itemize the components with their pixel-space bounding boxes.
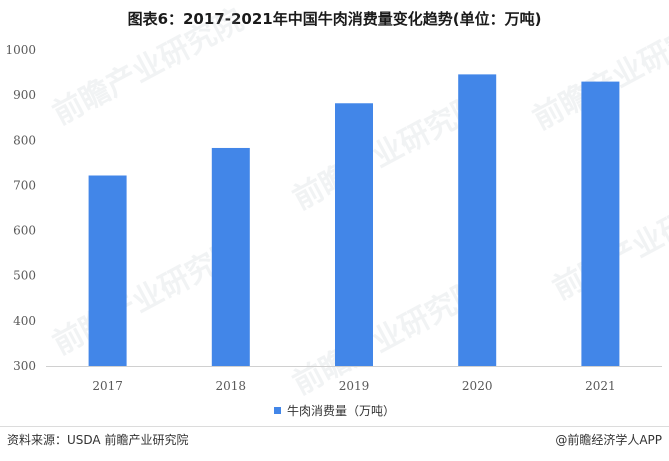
bar-series <box>88 74 620 367</box>
bar-2017 <box>88 175 127 366</box>
x-axis-ticks: 2017 2018 2019 2020 2021 <box>92 379 615 393</box>
watermark-text: 前瞻产业研究院 <box>47 3 249 132</box>
y-tick-label: 1000 <box>5 43 36 57</box>
bar-2020 <box>458 74 497 367</box>
bar-2019 <box>335 103 373 367</box>
y-tick-label: 600 <box>13 224 36 238</box>
x-tick-label: 2020 <box>462 379 493 393</box>
y-tick-label: 900 <box>13 88 36 102</box>
legend-label: 牛肉消费量（万吨） <box>286 404 395 418</box>
y-axis-ticks: 300 400 500 600 700 800 900 1000 <box>5 43 36 373</box>
chart-title: 图表6：2017-2021年中国牛肉消费量变化趋势(单位：万吨) <box>127 10 542 28</box>
legend: 牛肉消费量（万吨） <box>0 402 669 419</box>
x-tick-label: 2021 <box>585 379 616 393</box>
y-tick-label: 800 <box>13 133 36 147</box>
credit-note: @前瞻经济学人APP <box>555 433 662 447</box>
x-tick-label: 2018 <box>216 379 247 393</box>
footer-divider <box>0 426 669 427</box>
y-tick-label: 400 <box>13 314 36 328</box>
y-tick-label: 700 <box>13 178 36 192</box>
y-tick-label: 500 <box>13 269 36 283</box>
bar-2018 <box>211 147 250 366</box>
legend-swatch <box>273 407 281 414</box>
source-note: 资料来源：USDA 前瞻产业研究院 <box>7 433 189 447</box>
x-tick-label: 2019 <box>339 379 370 393</box>
x-tick-label: 2017 <box>92 379 123 393</box>
bar-2021 <box>581 81 620 366</box>
y-tick-label: 300 <box>13 359 36 373</box>
